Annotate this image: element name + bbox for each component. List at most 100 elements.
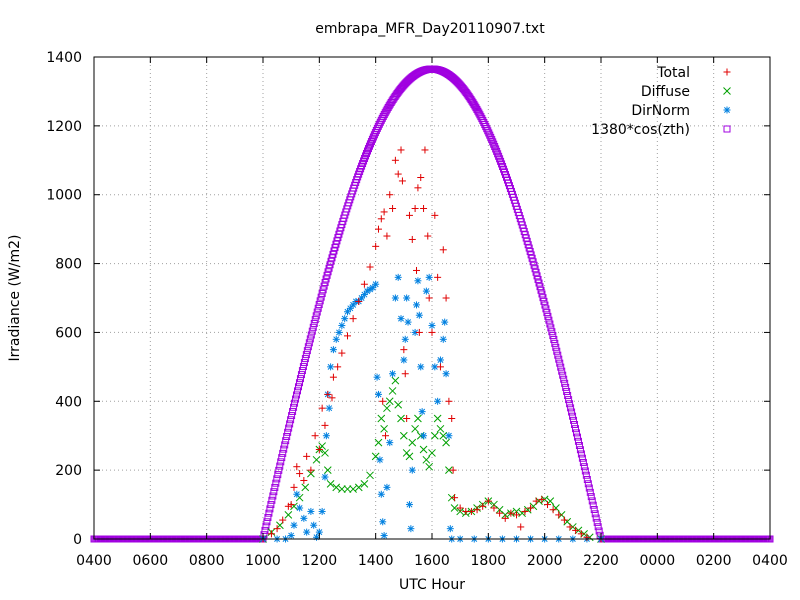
x-tick-label: 0000 [640,553,676,569]
chart-title: embrapa_MFR_Day20110907.txt [315,21,545,37]
series-point [547,324,555,332]
y-tick-label: 200 [55,463,82,479]
series-point [293,391,301,399]
series-point [405,501,413,509]
series-point [413,301,421,309]
series-point [287,532,295,540]
series-point [546,320,554,328]
series-point [577,530,585,538]
series-point [582,471,590,479]
series-point [401,335,409,343]
series-point [284,511,293,519]
series-point [324,390,332,398]
series-point [305,339,313,347]
series-point [551,339,559,347]
series-point [445,432,453,440]
series-point [549,332,557,340]
series-point [533,272,541,280]
series-point [298,367,306,375]
series-point [537,286,545,294]
series-point [556,359,564,367]
series-point [319,286,327,294]
series-point [538,495,546,503]
series-point [267,501,275,509]
series-point [441,318,449,326]
series-point [591,510,599,518]
series-point [332,335,340,343]
series-point [301,355,309,363]
series-point [541,301,549,309]
series-point [532,268,540,276]
series-point [377,490,385,498]
series-point [318,507,326,515]
series-point [581,467,589,475]
series-point [467,507,475,515]
series-point [321,473,329,481]
series-1380-cos-zth- [259,65,604,543]
series-point [421,146,429,154]
series-point [442,370,450,378]
series-point [446,525,454,533]
series-point [411,204,419,212]
series-point [371,452,380,461]
axis-ticks: 0400 0600 0800 1000 1200 1400 1600 1800 2000 2200… [46,50,787,569]
series-point [451,494,459,502]
series-point [439,431,448,440]
series-point [294,387,302,395]
series-point [580,463,588,471]
series-point [303,528,311,536]
series-point [321,279,329,287]
series-point [486,131,494,139]
series-point [566,400,574,408]
series-point [318,289,326,297]
series-point [414,414,422,423]
series-point [282,437,290,445]
y-tick-label: 600 [55,325,82,341]
series-point [569,412,577,420]
series-point [279,516,287,524]
series-point [574,437,582,445]
series-point [565,396,573,404]
series-point [265,509,273,517]
series-point [383,404,391,413]
series-point [573,433,581,441]
series-point [433,414,442,423]
series-point [313,308,321,316]
series-point [564,392,572,400]
series-point [549,506,557,514]
series-point [493,147,501,155]
y-tick-label: 400 [55,394,82,410]
series-point [293,463,301,471]
legend-label: DirNorm [631,103,690,119]
series-point [557,363,565,371]
series-point [562,383,570,391]
series-point [338,349,346,357]
series-point [379,518,387,526]
series-point [293,490,301,498]
series-point [374,438,383,447]
series-point [425,294,433,302]
series-point [448,415,456,422]
series-point [425,462,434,471]
y-tick-label: 1400 [46,50,82,66]
series-point [376,456,384,464]
series-point [436,356,444,364]
series-point [397,146,405,154]
series-point [307,507,315,515]
series-dirnorm [259,273,605,543]
series-point [321,449,329,457]
series-point [391,376,400,385]
series-point [312,312,320,320]
series-point [419,445,428,454]
series-point [442,438,450,447]
series-point [307,331,315,339]
series-point [408,466,416,474]
series-point [572,425,580,433]
series-point [266,505,274,513]
series-point [312,455,321,464]
series-point [422,455,431,464]
series-point [479,502,487,510]
series-point [368,135,376,143]
series-point [445,466,453,474]
